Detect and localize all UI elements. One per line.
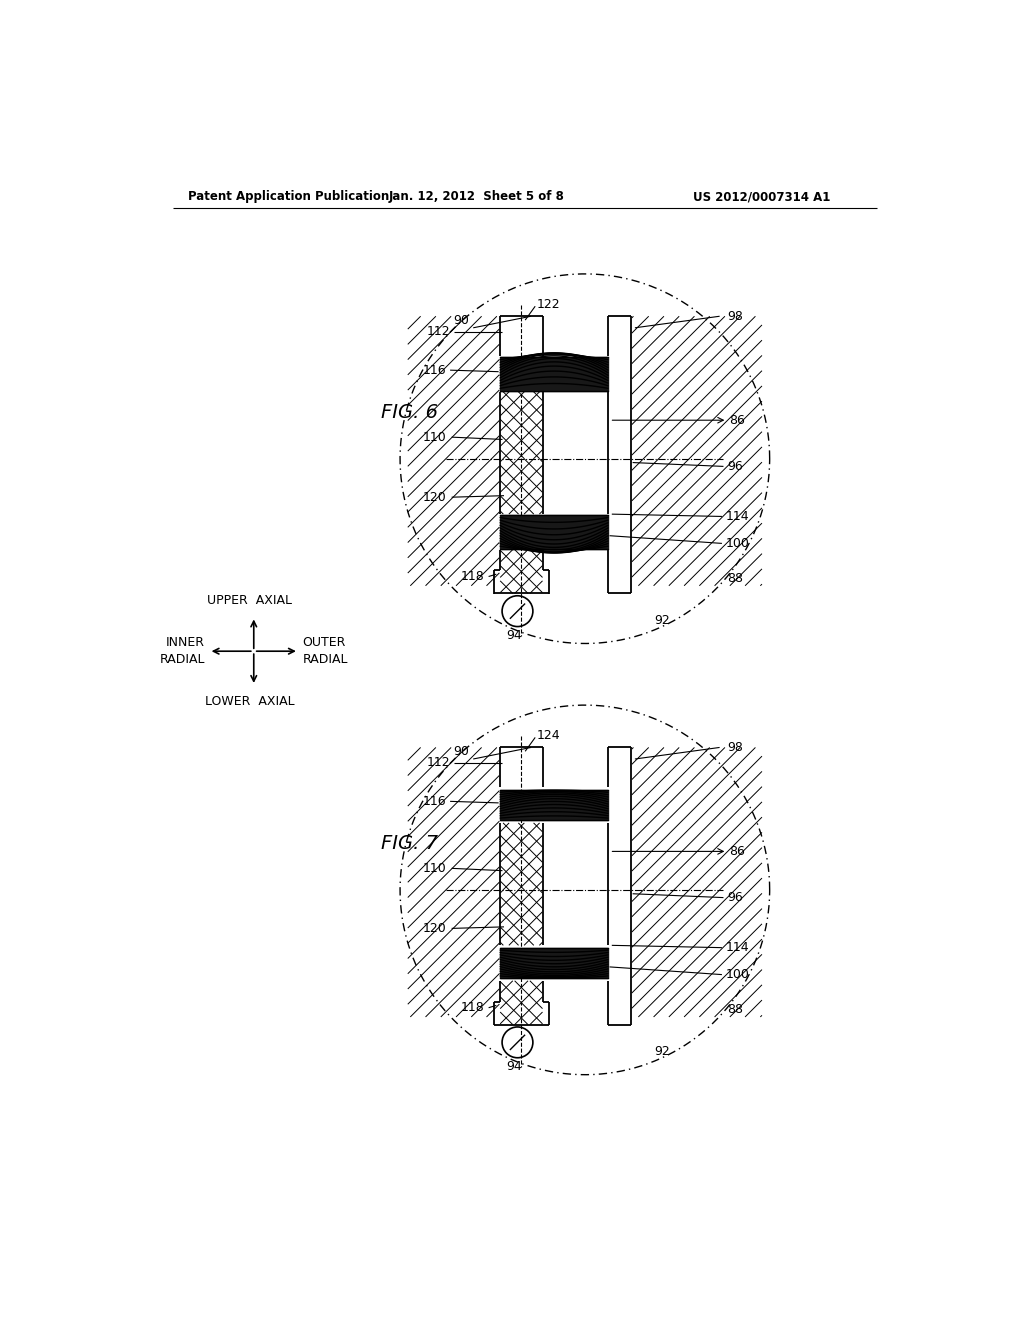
Text: 92: 92 bbox=[654, 614, 670, 627]
Text: 118: 118 bbox=[461, 570, 484, 583]
Text: 116: 116 bbox=[423, 363, 446, 376]
Text: 120: 120 bbox=[423, 491, 446, 504]
Text: 112: 112 bbox=[426, 756, 451, 770]
Text: 112: 112 bbox=[426, 325, 451, 338]
Text: 100: 100 bbox=[726, 537, 750, 550]
Text: US 2012/0007314 A1: US 2012/0007314 A1 bbox=[692, 190, 830, 203]
Text: 86: 86 bbox=[729, 845, 744, 858]
Text: 88: 88 bbox=[727, 1003, 743, 1016]
Text: 96: 96 bbox=[727, 891, 743, 904]
Text: 90: 90 bbox=[454, 314, 469, 326]
Text: LOWER  AXIAL: LOWER AXIAL bbox=[205, 696, 295, 708]
Text: 110: 110 bbox=[423, 430, 446, 444]
Text: 94: 94 bbox=[506, 630, 521, 643]
Text: 116: 116 bbox=[423, 795, 446, 808]
Text: OUTER: OUTER bbox=[303, 636, 346, 649]
Text: RADIAL: RADIAL bbox=[160, 653, 205, 667]
Text: 120: 120 bbox=[423, 921, 446, 935]
Text: 98: 98 bbox=[727, 741, 743, 754]
Text: 122: 122 bbox=[537, 298, 560, 312]
Text: 118: 118 bbox=[461, 1001, 484, 1014]
Text: 90: 90 bbox=[454, 744, 469, 758]
Text: 96: 96 bbox=[727, 459, 743, 473]
Text: FIG. 6: FIG. 6 bbox=[381, 403, 438, 422]
Text: 94: 94 bbox=[506, 1060, 521, 1073]
Text: 92: 92 bbox=[654, 1045, 670, 1059]
Text: 110: 110 bbox=[423, 862, 446, 875]
Text: 124: 124 bbox=[537, 730, 560, 742]
Text: UPPER  AXIAL: UPPER AXIAL bbox=[208, 594, 293, 607]
Text: 114: 114 bbox=[726, 941, 750, 954]
Text: INNER: INNER bbox=[166, 636, 205, 649]
Text: RADIAL: RADIAL bbox=[303, 653, 348, 667]
Text: 88: 88 bbox=[727, 572, 743, 585]
Text: Jan. 12, 2012  Sheet 5 of 8: Jan. 12, 2012 Sheet 5 of 8 bbox=[389, 190, 565, 203]
Text: FIG. 7: FIG. 7 bbox=[381, 834, 438, 853]
Text: 114: 114 bbox=[726, 510, 750, 523]
Text: 86: 86 bbox=[729, 413, 744, 426]
Text: 98: 98 bbox=[727, 310, 743, 323]
Text: 100: 100 bbox=[726, 968, 750, 981]
Text: Patent Application Publication: Patent Application Publication bbox=[188, 190, 389, 203]
